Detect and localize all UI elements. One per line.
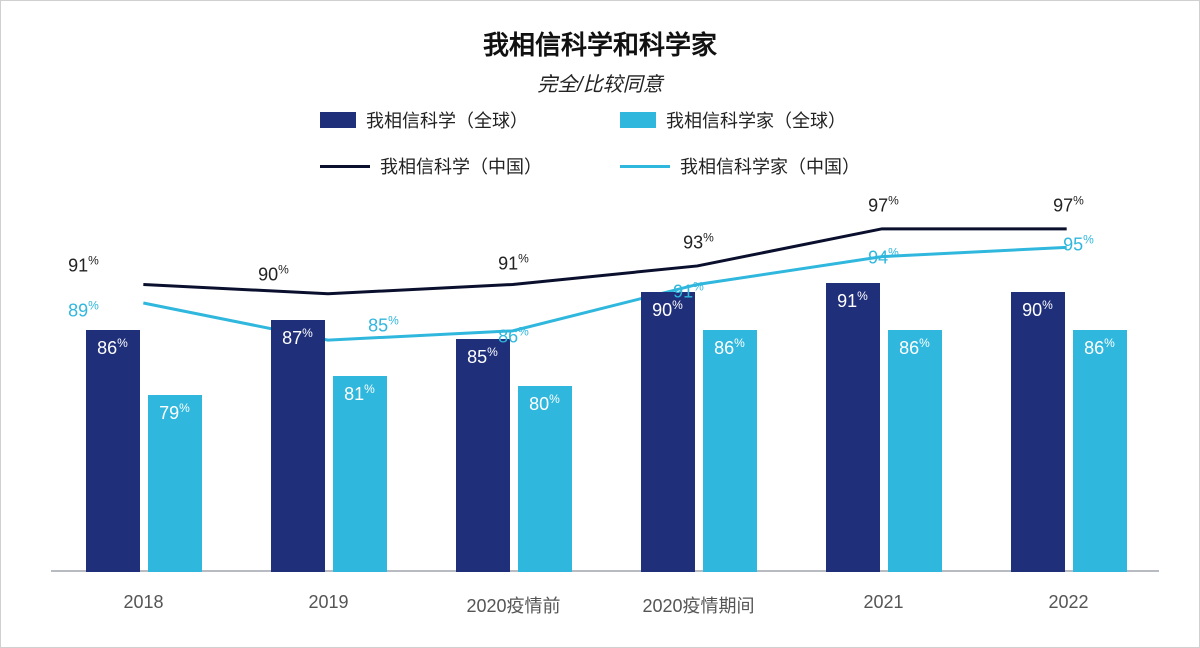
legend-item: 我相信科学（中国） [320, 153, 580, 179]
bar-scientist-global: 80% [518, 386, 572, 573]
line-value-label: 91% [498, 252, 529, 275]
trust-science-chart: 我相信科学和科学家 完全/比较同意 我相信科学（全球）我相信科学家（全球）我相信… [0, 0, 1200, 648]
x-axis-label: 2022 [1048, 592, 1088, 613]
x-axis-label: 2021 [863, 592, 903, 613]
bar-science-global: 85% [456, 339, 510, 572]
legend-label: 我相信科学（中国） [380, 153, 542, 179]
line-layer [51, 201, 1159, 572]
x-axis-label: 2020疫情前 [466, 592, 560, 618]
legend-swatch-line [320, 165, 370, 168]
bar-value-label: 90% [1011, 298, 1065, 321]
chart-title: 我相信科学和科学家 [1, 1, 1199, 62]
legend-swatch-line [620, 165, 670, 168]
line-value-label: 95% [1063, 232, 1094, 255]
bar-science-global: 91% [826, 283, 880, 572]
legend-item: 我相信科学家（全球） [620, 107, 880, 133]
bar-value-label: 85% [456, 345, 510, 368]
legend-item: 我相信科学（全球） [320, 107, 580, 133]
line-value-label: 93% [683, 231, 714, 254]
x-axis-label: 2018 [123, 592, 163, 613]
line-value-label: 90% [258, 263, 289, 286]
legend-item: 我相信科学家（中国） [620, 153, 880, 179]
x-axis-label: 2020疫情期间 [642, 592, 754, 618]
line-value-label: 89% [68, 298, 99, 321]
bar-science-global: 86% [86, 330, 140, 572]
bar-science-global: 90% [1011, 292, 1065, 572]
line-value-label: 91% [673, 280, 704, 303]
bar-science-global: 87% [271, 320, 325, 572]
bar-value-label: 86% [703, 336, 757, 359]
legend-label: 我相信科学（全球） [366, 107, 528, 133]
bar-value-label: 91% [826, 289, 880, 312]
chart-legend: 我相信科学（全球） 我相信科学家（全球） 我相信科学（中国） 我相信科学家（中国） [190, 107, 1010, 179]
x-axis-label: 2019 [308, 592, 348, 613]
chart-subtitle: 完全/比较同意 [1, 68, 1199, 97]
bar-scientist-global: 79% [148, 395, 202, 572]
bar-scientist-global: 86% [888, 330, 942, 572]
bar-scientist-global: 81% [333, 376, 387, 572]
line-value-label: 97% [868, 194, 899, 217]
bar-value-label: 86% [1073, 336, 1127, 359]
line-value-label: 94% [868, 246, 899, 269]
line-value-label: 91% [68, 254, 99, 277]
bar-scientist-global: 86% [1073, 330, 1127, 572]
legend-swatch-bar [320, 112, 356, 128]
bar-value-label: 81% [333, 382, 387, 405]
line-value-label: 85% [368, 314, 399, 337]
bar-value-label: 80% [518, 392, 572, 415]
legend-swatch-bar [620, 112, 656, 128]
bar-science-global: 90% [641, 292, 695, 572]
plot-area: 86%79%201887%81%201985%80%2020疫情前90%86%2… [51, 201, 1159, 572]
bar-value-label: 86% [86, 336, 140, 359]
line-value-label: 97% [1053, 194, 1084, 217]
bar-value-label: 86% [888, 336, 942, 359]
bar-scientist-global: 86% [703, 330, 757, 572]
line-value-label: 86% [498, 324, 529, 347]
legend-label: 我相信科学家（全球） [666, 107, 846, 133]
bar-value-label: 79% [148, 401, 202, 424]
legend-label: 我相信科学家（中国） [680, 153, 860, 179]
bar-value-label: 87% [271, 326, 325, 349]
